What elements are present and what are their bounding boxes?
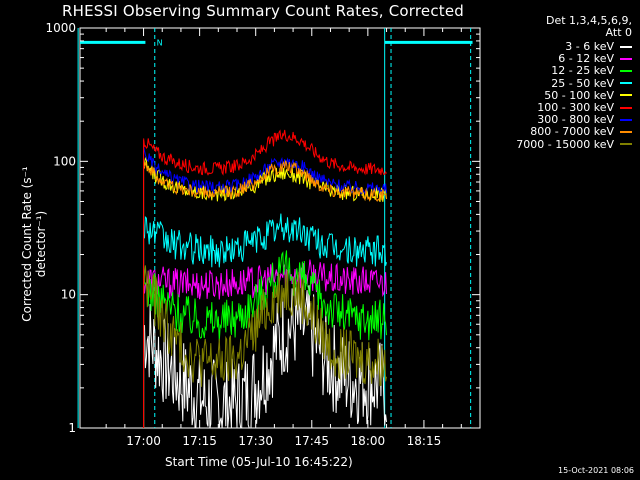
legend-item-label: 50 - 100 keV	[544, 88, 614, 102]
legend-swatch	[620, 106, 632, 109]
legend-item: 100 - 300 keV	[537, 101, 632, 114]
legend-item-label: 800 - 7000 keV	[530, 125, 614, 139]
series-line-7	[143, 146, 387, 196]
plot-frame	[79, 27, 481, 429]
x-tick-label: 17:45	[294, 434, 329, 448]
legend-item-label: 7000 - 15000 keV	[516, 137, 614, 151]
x-tick-label: 17:00	[126, 434, 161, 448]
x-tick-label: 18:15	[407, 434, 442, 448]
legend-swatch	[620, 45, 632, 48]
series-line-9	[143, 265, 387, 387]
legend-swatch	[620, 94, 632, 97]
legend-item: 300 - 800 keV	[537, 113, 632, 126]
x-tick-label: 17:15	[182, 434, 217, 448]
series-line-8	[143, 160, 387, 203]
series-line-6	[143, 129, 387, 176]
legend-item-label: 3 - 6 keV	[565, 40, 614, 53]
x-axis-label: Start Time (05-Jul-10 16:45:22)	[165, 455, 353, 469]
legend-item: 6 - 12 keV	[558, 52, 632, 65]
flag-annotation: N	[157, 38, 163, 47]
x-tick-label: 17:30	[238, 434, 273, 448]
legend-item-label: 12 - 25 keV	[551, 64, 614, 78]
y-tick-label: 1000	[45, 21, 76, 35]
render-timestamp: 15-Oct-2021 08:06	[558, 466, 634, 475]
y-tick-label: 100	[53, 154, 76, 168]
legend-item-label: 6 - 12 keV	[558, 52, 614, 66]
legend-item: 7000 - 15000 keV	[516, 138, 632, 151]
legend-detector-line: Det 1,3,4,5,6,9,	[545, 14, 632, 27]
series-line-4	[143, 213, 387, 268]
x-tick-label: 18:00	[351, 434, 386, 448]
legend-swatch	[620, 143, 632, 146]
y-tick-label: 1	[68, 421, 76, 435]
legend-item: 12 - 25 keV	[551, 64, 632, 77]
legend-item-label: 300 - 800 keV	[537, 113, 614, 127]
legend-item: 3 - 6 keV	[565, 40, 632, 53]
legend-swatch	[620, 82, 632, 85]
legend-item: 50 - 100 keV	[544, 89, 632, 102]
legend-swatch	[620, 69, 632, 72]
legend-item-label: 25 - 50 keV	[551, 76, 614, 90]
legend-swatch	[620, 57, 632, 60]
legend-item: 800 - 7000 keV	[530, 125, 632, 138]
legend-swatch	[620, 130, 632, 133]
y-axis-label: Corrected Count Rate (s⁻¹ detector⁻¹)	[20, 166, 48, 322]
legend-item: 25 - 50 keV	[551, 77, 632, 90]
series-line-2	[143, 259, 387, 300]
series-line-1	[143, 282, 387, 429]
chart-title: RHESSI Observing Summary Count Rates, Co…	[62, 2, 465, 20]
legend-attenuator-line: Att 0	[605, 26, 632, 39]
y-tick-label: 10	[61, 288, 76, 302]
legend-item-label: 100 - 300 keV	[537, 101, 614, 114]
series-line-3	[143, 250, 387, 342]
legend-swatch	[620, 118, 632, 121]
